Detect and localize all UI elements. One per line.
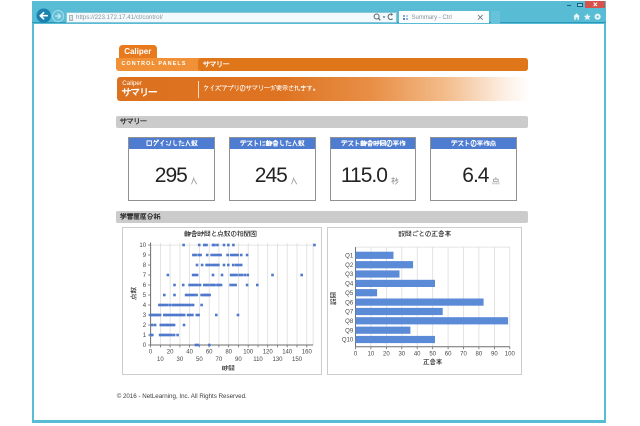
- svg-text:8: 8: [143, 263, 147, 269]
- svg-text:Q9: Q9: [345, 328, 354, 334]
- svg-text:60: 60: [206, 349, 213, 355]
- svg-text:130: 130: [273, 357, 284, 363]
- svg-text:5: 5: [143, 293, 147, 299]
- svg-text:10: 10: [140, 243, 147, 249]
- svg-text:40: 40: [414, 351, 421, 357]
- svg-text:30: 30: [177, 357, 184, 363]
- svg-text:80: 80: [475, 351, 482, 357]
- svg-text:100: 100: [244, 349, 255, 355]
- svg-text:2: 2: [143, 323, 147, 329]
- svg-text:110: 110: [254, 357, 264, 363]
- svg-text:0: 0: [143, 343, 147, 349]
- svg-text:90: 90: [491, 351, 498, 357]
- svg-text:Q10: Q10: [342, 337, 354, 343]
- svg-text:9: 9: [143, 253, 147, 259]
- svg-text:140: 140: [283, 349, 294, 355]
- svg-text:70: 70: [460, 351, 467, 357]
- svg-text:Q6: Q6: [345, 300, 354, 306]
- svg-text:80: 80: [226, 349, 233, 355]
- svg-text:20: 20: [167, 349, 174, 355]
- svg-text:40: 40: [187, 349, 194, 355]
- svg-text:0: 0: [149, 349, 153, 355]
- svg-text:120: 120: [263, 349, 274, 355]
- svg-text:Q4: Q4: [345, 281, 354, 287]
- svg-text:70: 70: [216, 357, 223, 363]
- svg-text:50: 50: [196, 357, 203, 363]
- svg-text:100: 100: [505, 351, 516, 357]
- svg-text:90: 90: [235, 357, 242, 363]
- svg-text:20: 20: [383, 351, 390, 357]
- svg-text:10: 10: [367, 351, 374, 357]
- svg-text:6: 6: [143, 283, 147, 289]
- svg-text:150: 150: [292, 357, 303, 363]
- svg-text:Q1: Q1: [345, 253, 354, 259]
- svg-text:Q3: Q3: [345, 272, 354, 278]
- svg-text:Q8: Q8: [345, 319, 354, 325]
- svg-text:10: 10: [157, 357, 164, 363]
- svg-text:Q5: Q5: [345, 290, 354, 296]
- svg-text:Q7: Q7: [345, 309, 354, 315]
- svg-text:4: 4: [143, 303, 147, 309]
- svg-text:60: 60: [445, 351, 452, 357]
- svg-text:50: 50: [429, 351, 436, 357]
- svg-text:160: 160: [302, 349, 313, 355]
- svg-text:Q2: Q2: [345, 262, 354, 268]
- svg-text:7: 7: [143, 273, 147, 279]
- svg-text:0: 0: [354, 351, 358, 357]
- svg-text:3: 3: [143, 313, 147, 319]
- svg-text:1: 1: [143, 333, 147, 339]
- svg-text:30: 30: [398, 351, 405, 357]
